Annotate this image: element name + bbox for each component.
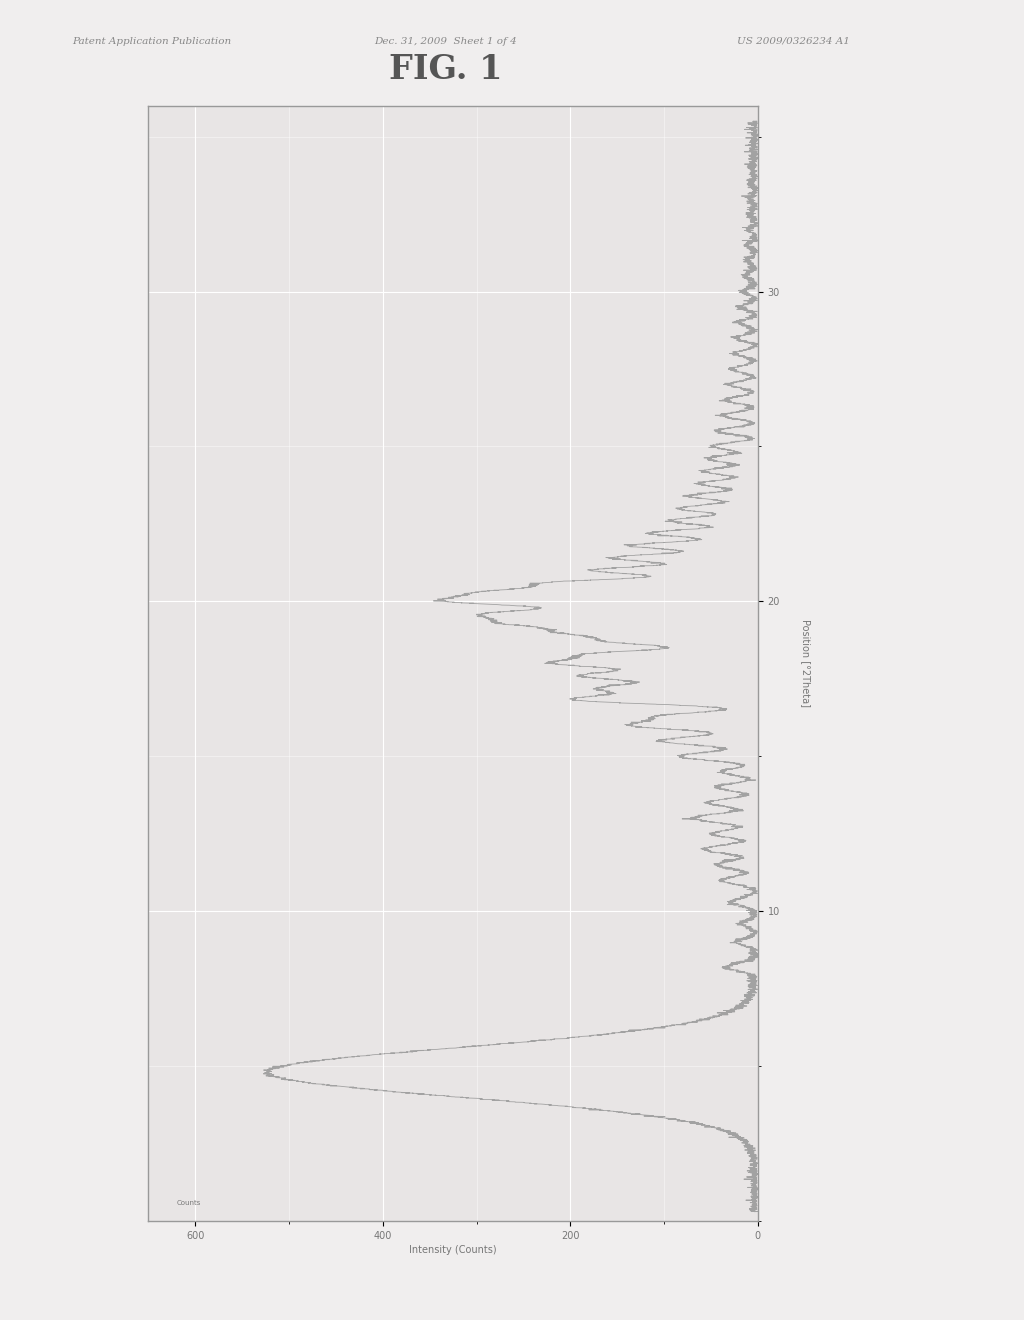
Text: Counts: Counts (176, 1200, 201, 1205)
Text: Patent Application Publication: Patent Application Publication (72, 37, 230, 46)
Text: US 2009/0326234 A1: US 2009/0326234 A1 (737, 37, 850, 46)
Text: FIG. 1: FIG. 1 (389, 53, 502, 86)
Y-axis label: Position [°2Theta]: Position [°2Theta] (801, 619, 810, 708)
X-axis label: Intensity (Counts): Intensity (Counts) (410, 1245, 497, 1255)
Text: Dec. 31, 2009  Sheet 1 of 4: Dec. 31, 2009 Sheet 1 of 4 (374, 37, 516, 46)
